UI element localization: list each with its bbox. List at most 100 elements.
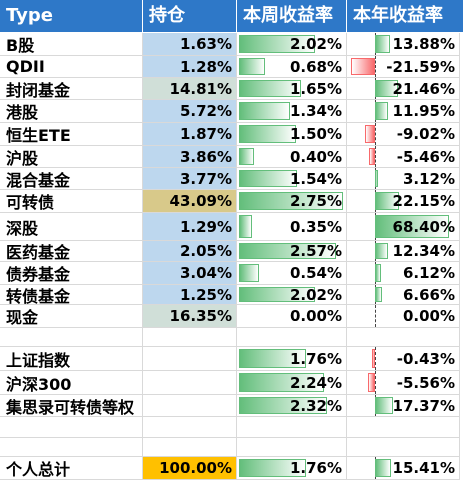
week-return-cell[interactable] bbox=[237, 328, 347, 347]
year-data-bar bbox=[374, 102, 388, 120]
type-cell[interactable]: B股 bbox=[0, 33, 143, 56]
week-return-cell[interactable]: 2.75% bbox=[237, 190, 347, 213]
holding-cell[interactable] bbox=[143, 347, 237, 371]
year-return-cell[interactable] bbox=[347, 328, 460, 347]
holding-cell[interactable]: 1.63% bbox=[143, 33, 237, 56]
week-return-cell[interactable]: 1.54% bbox=[237, 168, 347, 190]
year-return-cell[interactable]: 3.12% bbox=[347, 168, 460, 190]
week-return-cell[interactable]: 0.40% bbox=[237, 146, 347, 168]
year-return-cell[interactable]: 22.15% bbox=[347, 190, 460, 213]
type-cell[interactable]: 封闭基金 bbox=[0, 78, 143, 100]
type-cell[interactable]: 债券基金 bbox=[0, 262, 143, 285]
holding-cell[interactable]: 1.28% bbox=[143, 56, 237, 78]
week-return-cell[interactable]: 2.57% bbox=[237, 241, 347, 262]
week-return-value: 1.76% bbox=[289, 349, 342, 368]
week-return-cell[interactable]: 0.00% bbox=[237, 305, 347, 328]
year-return-cell[interactable] bbox=[347, 417, 460, 438]
type-cell[interactable]: 转债基金 bbox=[0, 285, 143, 305]
year-return-cell[interactable]: 6.12% bbox=[347, 262, 460, 285]
week-return-cell[interactable]: 2.32% bbox=[237, 395, 347, 417]
holding-cell[interactable]: 3.86% bbox=[143, 146, 237, 168]
type-cell[interactable]: 现金 bbox=[0, 305, 143, 328]
header-holding[interactable]: 持仓 bbox=[143, 0, 237, 32]
week-return-cell[interactable] bbox=[237, 438, 347, 457]
year-return-value: -9.02% bbox=[396, 125, 455, 143]
type-cell[interactable]: 个人总计 bbox=[0, 457, 143, 480]
holding-cell[interactable] bbox=[143, 395, 237, 417]
holding-cell[interactable]: 1.25% bbox=[143, 285, 237, 305]
week-return-cell[interactable]: 1.34% bbox=[237, 100, 347, 123]
type-cell[interactable]: 沪深300 bbox=[0, 371, 143, 395]
year-return-cell[interactable]: 17.37% bbox=[347, 395, 460, 417]
year-return-cell[interactable]: 6.66% bbox=[347, 285, 460, 305]
year-return-cell[interactable]: 13.88% bbox=[347, 33, 460, 56]
header-week-return[interactable]: 本周收益率 bbox=[237, 0, 347, 32]
week-data-bar bbox=[239, 58, 265, 75]
week-return-cell[interactable]: 0.35% bbox=[237, 213, 347, 241]
week-data-bar bbox=[239, 192, 343, 210]
week-return-cell[interactable]: 1.76% bbox=[237, 347, 347, 371]
week-data-bar bbox=[239, 170, 298, 187]
header-year-return[interactable]: 本年收益率 bbox=[347, 0, 464, 32]
week-data-bar bbox=[239, 148, 255, 165]
year-return-cell[interactable]: -21.59% bbox=[347, 56, 460, 78]
week-return-cell[interactable]: 0.54% bbox=[237, 262, 347, 285]
type-cell[interactable]: QDII bbox=[0, 56, 143, 78]
week-return-cell[interactable]: 2.02% bbox=[237, 285, 347, 305]
holding-value: 1.29% bbox=[179, 217, 232, 236]
header-type[interactable]: Type bbox=[0, 0, 143, 32]
holding-cell[interactable]: 100.00% bbox=[143, 457, 237, 480]
holding-cell[interactable]: 2.05% bbox=[143, 241, 237, 262]
week-return-cell[interactable]: 0.68% bbox=[237, 56, 347, 78]
week-return-cell[interactable]: 2.02% bbox=[237, 33, 347, 56]
type-cell[interactable]: 集思录可转债等权 bbox=[0, 395, 143, 417]
year-return-cell[interactable]: -0.43% bbox=[347, 347, 460, 371]
holding-cell[interactable] bbox=[143, 328, 237, 347]
type-cell[interactable]: 恒生ETE bbox=[0, 123, 143, 146]
year-return-cell[interactable]: 0.00% bbox=[347, 305, 460, 328]
holding-value: 3.86% bbox=[179, 147, 232, 166]
year-return-value: 3.12% bbox=[402, 169, 455, 188]
week-return-cell[interactable]: 1.50% bbox=[237, 123, 347, 146]
year-data-bar bbox=[374, 264, 382, 282]
year-return-cell[interactable]: 12.34% bbox=[347, 241, 460, 262]
week-return-cell[interactable]: 2.24% bbox=[237, 371, 347, 395]
year-return-cell[interactable]: -9.02% bbox=[347, 123, 460, 146]
year-return-cell[interactable]: -5.56% bbox=[347, 371, 460, 395]
type-cell[interactable]: 混合基金 bbox=[0, 168, 143, 190]
type-cell[interactable]: 深股 bbox=[0, 213, 143, 241]
holding-cell[interactable]: 43.09% bbox=[143, 190, 237, 213]
year-return-cell[interactable]: -5.46% bbox=[347, 146, 460, 168]
week-return-cell[interactable] bbox=[237, 417, 347, 438]
year-return-cell[interactable]: 15.41% bbox=[347, 457, 460, 480]
year-return-cell[interactable]: 11.95% bbox=[347, 100, 460, 123]
holding-cell[interactable]: 14.81% bbox=[143, 78, 237, 100]
type-cell[interactable]: 医药基金 bbox=[0, 241, 143, 262]
holding-cell[interactable]: 1.29% bbox=[143, 213, 237, 241]
holding-cell[interactable] bbox=[143, 438, 237, 457]
week-return-cell[interactable]: 1.65% bbox=[237, 78, 347, 100]
holding-value: 43.09% bbox=[169, 192, 232, 210]
type-cell[interactable] bbox=[0, 328, 143, 347]
type-cell[interactable] bbox=[0, 417, 143, 438]
holding-cell[interactable] bbox=[143, 371, 237, 395]
holding-cell[interactable]: 1.87% bbox=[143, 123, 237, 146]
type-cell[interactable] bbox=[0, 438, 143, 457]
holding-cell[interactable]: 5.72% bbox=[143, 100, 237, 123]
holding-cell[interactable]: 3.77% bbox=[143, 168, 237, 190]
type-cell[interactable]: 上证指数 bbox=[0, 347, 143, 371]
year-return-cell[interactable]: 68.40% bbox=[347, 213, 460, 241]
week-data-bar bbox=[239, 287, 316, 302]
year-return-cell[interactable] bbox=[347, 438, 460, 457]
holding-cell[interactable] bbox=[143, 417, 237, 438]
type-cell[interactable]: 港股 bbox=[0, 100, 143, 123]
holding-cell[interactable]: 16.35% bbox=[143, 305, 237, 328]
holding-cell[interactable]: 3.04% bbox=[143, 262, 237, 285]
year-return-cell[interactable]: 21.46% bbox=[347, 78, 460, 100]
type-cell[interactable]: 沪股 bbox=[0, 146, 143, 168]
zero-axis-line bbox=[374, 146, 376, 167]
week-return-cell[interactable]: 1.76% bbox=[237, 457, 347, 480]
type-cell[interactable]: 可转债 bbox=[0, 190, 143, 213]
year-return-value: -21.59% bbox=[386, 57, 455, 76]
holding-value: 100.00% bbox=[159, 459, 232, 477]
